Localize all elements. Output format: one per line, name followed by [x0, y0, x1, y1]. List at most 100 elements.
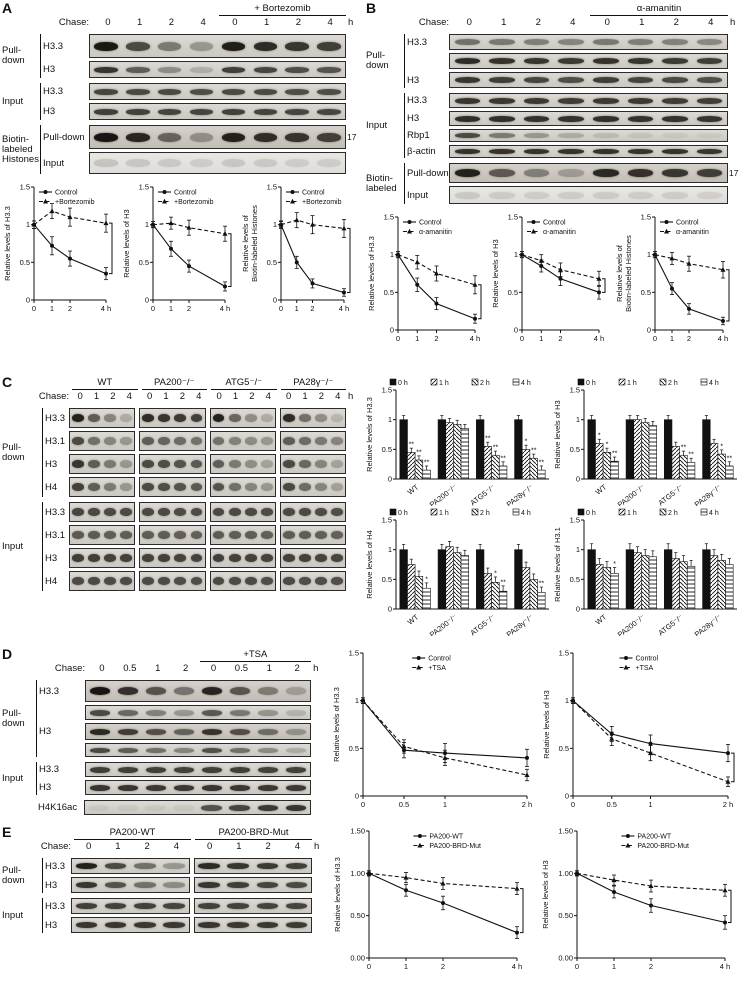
series-line	[572, 700, 728, 754]
panel-b-label: B	[366, 0, 377, 16]
panel-c-content: WT PA200⁻/⁻ ATG5⁻/⁻ PA28γ⁻/⁻ Chase: 0 1 2 4 0 1 2 4 0…	[2, 376, 742, 636]
blot-box	[279, 525, 346, 545]
sig-label: *	[613, 561, 616, 568]
x-tick-label: 1	[415, 334, 419, 343]
legend-label: 4 h	[521, 380, 531, 387]
blot-band	[198, 863, 220, 869]
blot-band	[189, 159, 214, 167]
blot-band	[285, 132, 309, 142]
y-tick-label: 0	[145, 296, 149, 305]
series-line	[397, 254, 476, 320]
legend-label: Control	[174, 190, 197, 197]
blot-box	[85, 723, 312, 740]
marker-label: 17	[347, 132, 357, 142]
blot-band	[285, 728, 307, 735]
blot-box	[69, 525, 136, 545]
chart-c-h31: 0 0.5 1 1.5 Relative levels of H3.1 0 h 1 h 2 h…	[553, 508, 737, 636]
y-tick-label: 0	[273, 296, 277, 305]
y-axis-label: Biotin-labeled Histones	[250, 205, 259, 282]
blot-row-label: Pull-down	[407, 167, 449, 179]
blot-band	[256, 922, 279, 928]
sig-label: **	[116, 245, 121, 253]
lane-number: 0	[216, 391, 222, 402]
blot-band	[244, 577, 257, 585]
blot-band	[94, 108, 118, 115]
bar	[491, 582, 500, 610]
sig-label: **	[688, 452, 694, 459]
bar	[702, 419, 711, 480]
blot-band	[163, 922, 185, 928]
chart-a-h3: 0 0.5 1 1.5 0 1 2 4 h Relative levels of H3 Contr…	[122, 183, 240, 314]
blot-band	[89, 709, 111, 716]
x-tick-label: 1	[169, 304, 173, 313]
blot-row: Rbp1	[405, 129, 742, 142]
blot-row-label: H3	[45, 919, 58, 931]
blot-group: H4K16ac	[2, 800, 323, 815]
blot-band	[257, 687, 279, 695]
blot-group-label: Pull-down	[2, 864, 25, 886]
blot-band	[221, 41, 246, 51]
blot-band	[72, 483, 84, 491]
y-tick-label: 1	[647, 250, 651, 259]
y-axis-label: Relative levels of H3.3	[333, 857, 342, 932]
bar	[437, 549, 447, 610]
blot-box	[209, 571, 276, 591]
sig-label: **	[539, 459, 545, 466]
blot-band	[120, 460, 133, 468]
blot-band	[201, 784, 223, 791]
y-tick-label: 1	[388, 415, 392, 424]
legend-label: 0 h	[398, 380, 408, 387]
bar	[407, 452, 416, 480]
lane-number: 2	[265, 841, 271, 852]
series-line	[280, 224, 345, 294]
legend-label: 2 h	[668, 510, 678, 517]
blot-band	[190, 554, 203, 562]
blot-row: H3.1	[43, 525, 358, 545]
blot-box	[85, 780, 312, 795]
blot-band	[260, 508, 273, 516]
blot-band	[298, 531, 311, 539]
blot-box	[139, 525, 206, 545]
blot-row: H3.3	[41, 34, 360, 58]
y-tick-label: 1.5	[382, 386, 392, 395]
blot-row: H3.3	[37, 762, 323, 777]
y-tick-label: 0.5	[382, 445, 392, 454]
y-tick-label: 1.5	[641, 213, 651, 222]
x-tick-label: 0	[575, 962, 579, 971]
blot-box	[209, 431, 276, 451]
legend-label: Control	[302, 190, 325, 197]
blot-band	[189, 66, 214, 73]
bar	[514, 419, 523, 480]
blot-band	[314, 577, 327, 585]
blot-group-label: Biotin-labeled Histones	[2, 133, 39, 165]
blot-band	[260, 460, 273, 468]
series-line	[654, 254, 724, 271]
blot-box	[71, 898, 190, 914]
blot-band	[253, 108, 278, 115]
blot-box	[449, 129, 728, 142]
blot-band	[662, 149, 688, 154]
blot-band	[144, 804, 166, 811]
blot-row-label: H3.3	[45, 900, 66, 912]
blot-band	[198, 882, 220, 888]
sig-label: **	[493, 445, 499, 452]
panel-e-blots: PA200-WT PA200-BRD-Mut Chase: 0 1 2 4 0 1 2 4 h Pull…	[2, 826, 324, 933]
legend-label: 2 h	[668, 380, 678, 387]
blot-band	[317, 159, 341, 167]
lane-number: 0.5	[234, 663, 248, 674]
x-tick-label: 2 h	[722, 800, 732, 809]
y-axis-label: Relative levels of H4	[365, 530, 374, 598]
blot-band	[158, 414, 171, 422]
blot-band	[558, 149, 584, 154]
y-tick-label: 0	[390, 326, 394, 335]
y-tick-label: 0.5	[139, 258, 149, 267]
blot-row: H3.3	[43, 898, 324, 914]
blot-band	[244, 554, 257, 562]
blot-band	[212, 460, 225, 468]
sig-label: **	[409, 442, 415, 449]
bar	[537, 469, 546, 480]
bar	[686, 462, 696, 480]
blot-group-label: Pull-down	[366, 50, 389, 71]
blot-header-lanes: Chase: 0 1 2 4 0 1 2 4 h	[366, 16, 742, 29]
bar	[521, 449, 531, 480]
